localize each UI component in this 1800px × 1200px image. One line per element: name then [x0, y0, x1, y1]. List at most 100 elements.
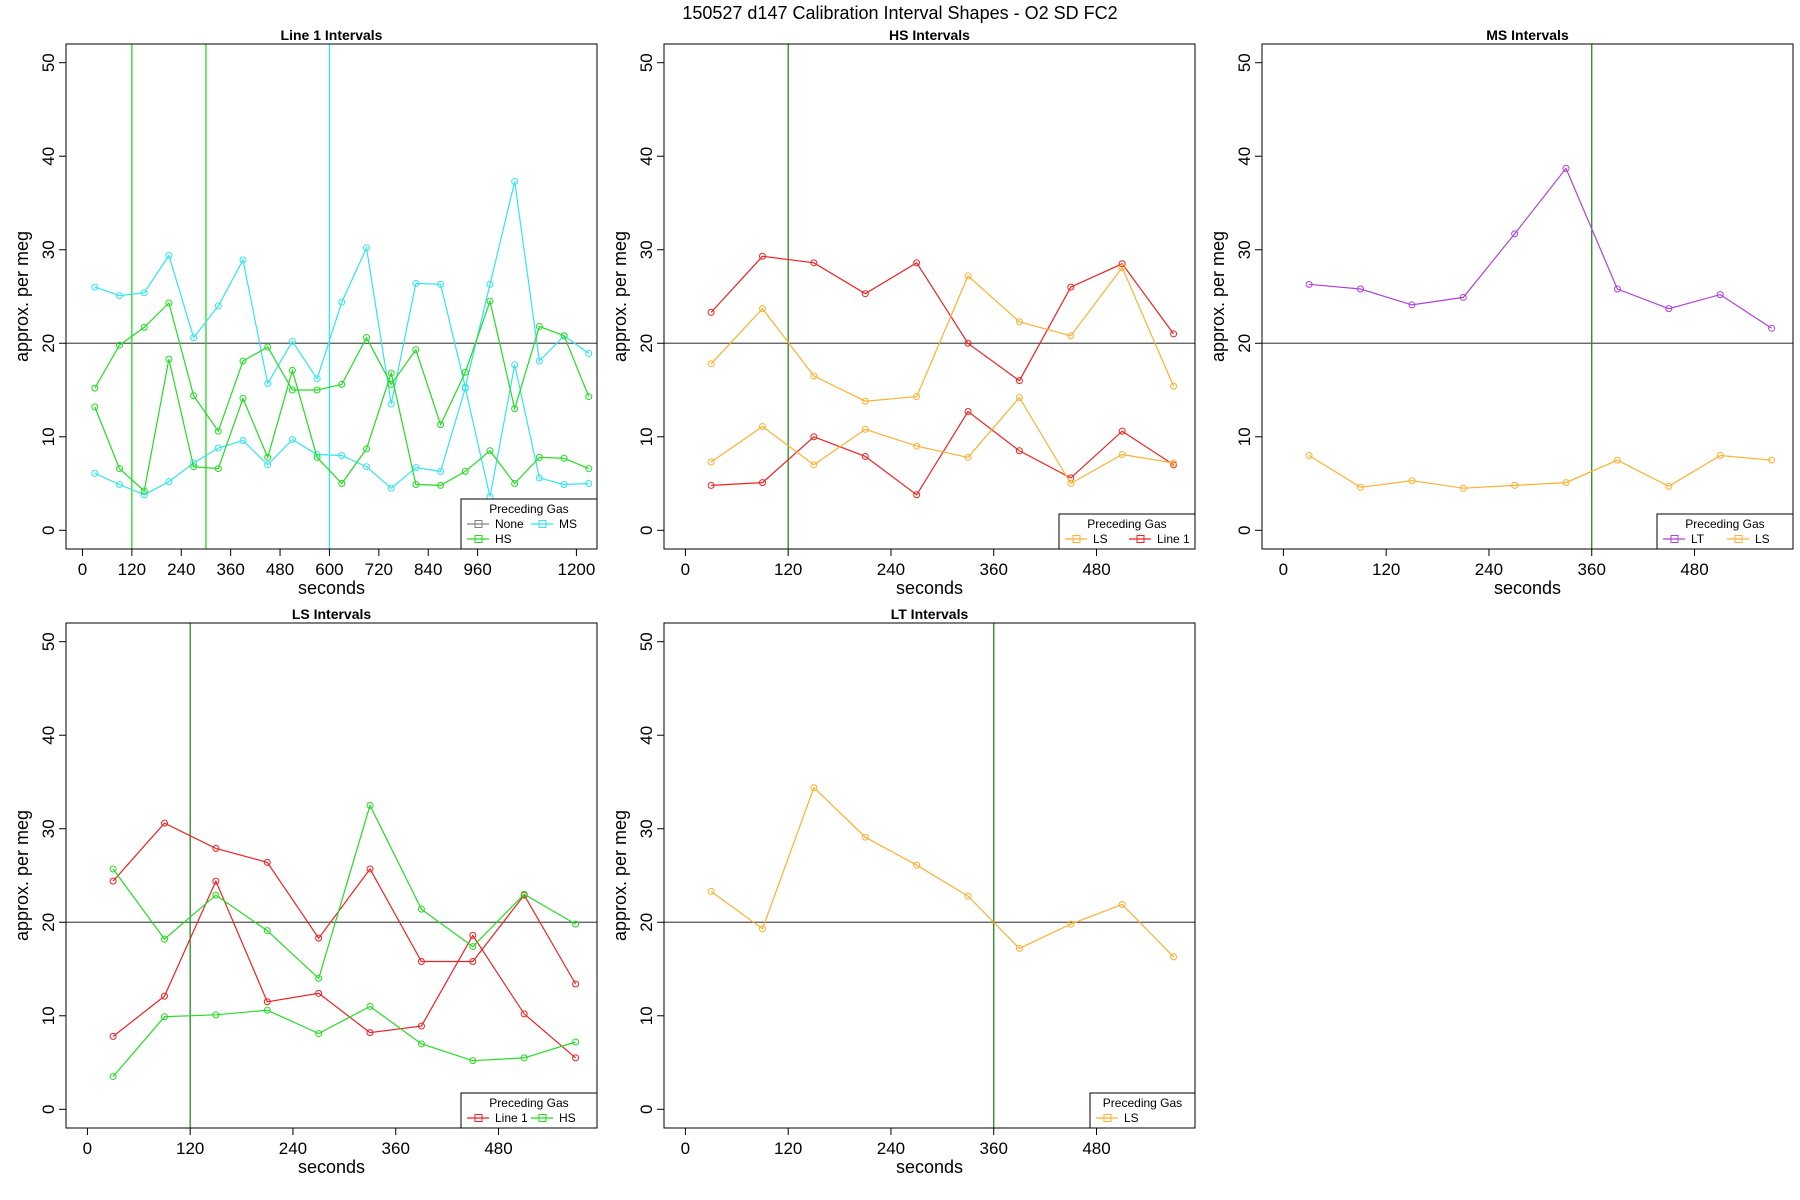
data-point-ls: [1562, 479, 1570, 487]
data-point-hs: [165, 355, 173, 363]
data-point-ms: [511, 177, 519, 185]
data-point-ms: [116, 292, 124, 300]
x-tick-label: 240: [1475, 560, 1503, 579]
data-point-line-1: [810, 259, 818, 267]
y-tick-label: 30: [39, 240, 58, 259]
data-point-ms: [313, 375, 321, 383]
data-point-hs: [412, 480, 420, 488]
data-point-ls: [1170, 382, 1178, 390]
x-tick-label: 960: [463, 560, 491, 579]
legend-swatch-marker: [538, 520, 547, 528]
data-point-ls: [913, 442, 921, 450]
panel-title: MS Intervals: [1486, 27, 1569, 43]
x-tick-label: 240: [877, 1139, 905, 1158]
data-point-line-1: [758, 479, 766, 487]
y-tick-label: 10: [1235, 427, 1254, 446]
y-axis: 0 10 20 30 40 50: [637, 632, 664, 1114]
data-point-ls: [1716, 451, 1724, 459]
data-point-line-1: [417, 1022, 425, 1030]
data-point-ls: [1511, 481, 1519, 489]
data-point-hs: [116, 465, 124, 473]
data-point-ms: [387, 484, 395, 492]
data-point-ms: [412, 464, 420, 472]
x-axis-label: seconds: [896, 578, 963, 598]
data-point-ms: [288, 337, 296, 345]
data-point-ms: [239, 437, 247, 445]
x-tick-label: 480: [1082, 560, 1110, 579]
y-axis-label: approx. per meg: [12, 231, 32, 362]
data-point-hs: [264, 453, 272, 461]
data-point-ls: [1067, 920, 1075, 928]
series-line-hs-3: [112, 1005, 576, 1077]
data-point-ls: [1015, 394, 1023, 401]
data-point-line-1: [315, 934, 323, 942]
y-tick-label: 40: [637, 726, 656, 745]
x-tick-label: 0: [78, 560, 87, 579]
data-point-line-1: [109, 877, 117, 885]
data-point-ls: [758, 925, 766, 933]
data-point-line-1: [160, 992, 168, 1000]
data-point-ls: [810, 372, 818, 380]
data-point-lt: [1768, 324, 1776, 332]
y-tick-label: 10: [39, 1006, 58, 1025]
series-line-line-1-1: [112, 879, 576, 1059]
legend-label: LS: [1093, 532, 1108, 546]
y-axis-label: approx. per meg: [12, 810, 32, 941]
data-point-lt: [1665, 305, 1673, 313]
data-point-ls: [861, 397, 869, 405]
x-tick-label: 840: [414, 560, 442, 579]
data-point-hs: [338, 380, 346, 388]
data-point-ms: [362, 244, 370, 252]
y-tick-label: 0: [39, 1105, 58, 1114]
data-point-ls: [1118, 900, 1126, 908]
data-point-hs: [239, 394, 247, 402]
panel-hs-intervals: HS Intervals 0 10 20 30 40 50 0 120 240 360 480 seco…: [610, 27, 1196, 598]
legend-title: Preceding Gas: [489, 502, 568, 516]
legend-swatch-marker: [1103, 1114, 1112, 1122]
data-point-ms: [91, 283, 99, 291]
data-point-ls: [1768, 456, 1776, 464]
legend-label: HS: [559, 1111, 576, 1125]
data-point-hs: [212, 1011, 220, 1019]
data-point-lt: [1562, 164, 1570, 172]
data-point-ls: [913, 393, 921, 401]
y-axis: 0 10 20 30 40 50: [1235, 53, 1262, 535]
legend-title: Preceding Gas: [1685, 517, 1764, 531]
y-axis-label: approx. per meg: [1208, 231, 1228, 362]
series-line-ms-1: [94, 364, 589, 497]
series-line-lt-0: [1309, 167, 1772, 329]
legend-label: HS: [495, 532, 512, 546]
data-point-line-1: [1170, 330, 1178, 338]
data-point-ms: [461, 384, 469, 392]
x-tick-label: 120: [118, 560, 146, 579]
data-point-ls: [1118, 264, 1126, 272]
data-point-ls: [1459, 484, 1467, 492]
data-point-ls: [1118, 451, 1126, 459]
series-line-ms-0: [94, 181, 590, 405]
data-point-lt: [1716, 291, 1724, 299]
data-point-hs: [461, 467, 469, 475]
data-point-ls: [964, 453, 972, 461]
data-point-hs: [91, 384, 99, 392]
series-line-ls-1: [1308, 454, 1772, 489]
panel-title: LT Intervals: [891, 606, 969, 622]
data-point-line-1: [861, 290, 869, 298]
data-point-ls: [964, 272, 972, 280]
data-point-line-1: [469, 931, 477, 939]
x-tick-label: 480: [484, 1139, 512, 1158]
y-tick-label: 50: [1235, 53, 1254, 72]
data-point-ls: [707, 887, 715, 895]
data-point-ls: [707, 360, 715, 368]
x-tick-label: 120: [774, 560, 802, 579]
data-point-ms: [486, 280, 494, 288]
data-point-hs: [214, 465, 222, 473]
legend-entry-hs: HS: [467, 532, 512, 546]
data-point-line-1: [366, 865, 374, 873]
series-line-hs-2: [94, 299, 590, 433]
figure-title: 150527 d147 Calibration Interval Shapes …: [682, 3, 1117, 23]
data-point-line-1: [707, 308, 715, 316]
